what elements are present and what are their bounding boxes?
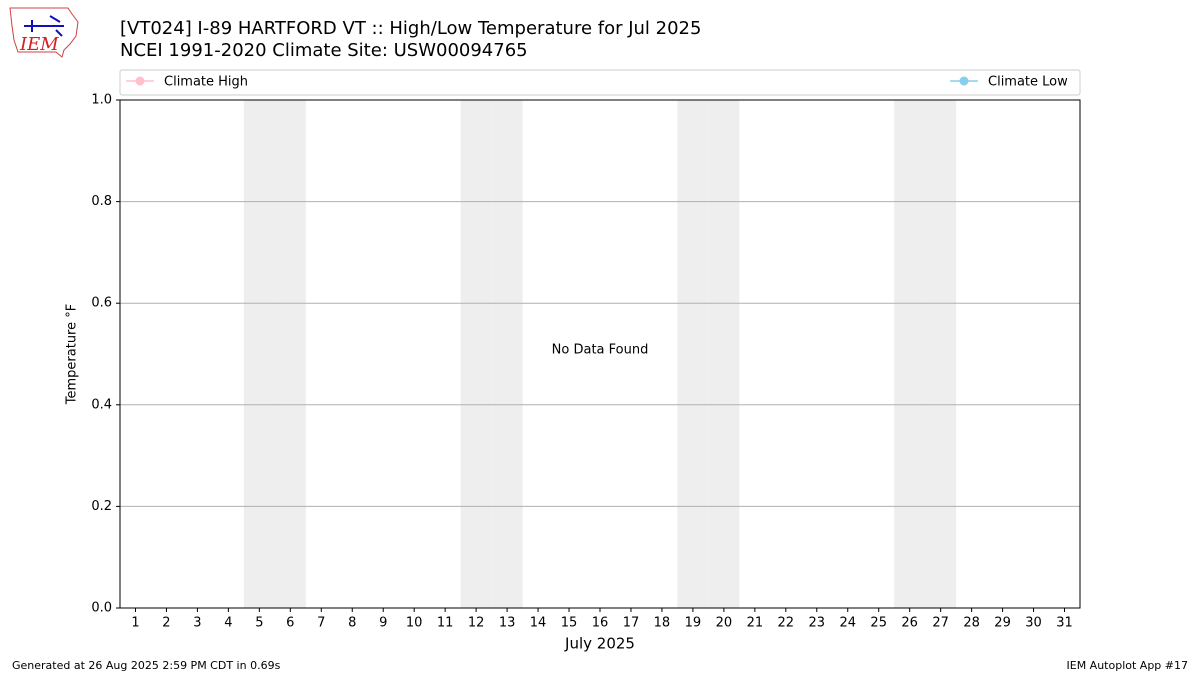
weekend-band [274,100,306,608]
y-tick-label: 0.4 [91,397,112,412]
x-tick-label: 16 [592,616,609,631]
legend-label: Climate High [164,75,248,90]
logo-icon [24,15,64,37]
x-tick-label: 26 [901,616,918,631]
x-tick-label: 30 [1025,616,1042,631]
chart-title: [VT024] I-89 HARTFORD VT :: High/Low Tem… [120,18,701,39]
x-tick-label: 2 [162,616,170,631]
x-tick-label: 15 [561,616,578,631]
x-tick-label: 3 [193,616,201,631]
y-tick-label: 0.8 [91,194,112,209]
y-tick-label: 0.0 [91,601,112,616]
x-tick-label: 11 [437,616,454,631]
legend-box [119,69,1081,96]
y-axis-label: Temperature °F [65,304,80,405]
x-tick-label: 19 [685,616,702,631]
x-tick-label: 21 [747,616,764,631]
footer-left: Generated at 26 Aug 2025 2:59 PM CDT in … [12,659,281,672]
x-tick-label: 23 [809,616,826,631]
weekend-band [460,100,492,608]
x-tick-label: 8 [348,616,356,631]
x-tick-label: 22 [778,616,795,631]
x-tick-label: 10 [406,616,423,631]
x-tick-label: 31 [1056,616,1073,631]
x-tick-label: 1 [131,616,139,631]
legend-marker [959,76,969,86]
x-tick-label: 14 [530,616,547,631]
no-data-annotation: No Data Found [552,343,649,358]
y-tick-label: 0.6 [91,296,112,311]
y-tick-label: 0.2 [91,499,112,514]
legend-marker [135,76,145,86]
weekend-band [677,100,709,608]
x-tick-label: 6 [286,616,294,631]
x-tick-label: 17 [623,616,640,631]
x-tick-label: 25 [870,616,887,631]
logo: IEM [9,7,79,58]
weekend-band [491,100,523,608]
x-tick-label: 13 [499,616,516,631]
weekend-band [708,100,740,608]
x-tick-label: 27 [932,616,949,631]
chart-subtitle: NCEI 1991-2020 Climate Site: USW00094765 [120,40,528,61]
x-tick-label: 5 [255,616,263,631]
weekend-band [894,100,926,608]
logo-outline [9,7,79,58]
x-tick-label: 18 [654,616,671,631]
x-tick-label: 4 [224,616,232,631]
x-tick-label: 7 [317,616,325,631]
x-axis-label: July 2025 [564,635,635,653]
x-tick-label: 20 [716,616,733,631]
y-tick-label: 1.0 [91,93,112,108]
weekend-band [925,100,957,608]
weekend-band [243,100,275,608]
x-tick-label: 12 [468,616,485,631]
legend-label: Climate Low [988,75,1068,90]
x-tick-label: 28 [963,616,980,631]
footer-right: IEM Autoplot App #17 [1067,659,1189,672]
plot-frame [119,99,1081,609]
x-tick-label: 29 [994,616,1011,631]
x-tick-label: 9 [379,616,387,631]
x-tick-label: 24 [839,616,856,631]
logo-text: IEM [19,34,59,55]
